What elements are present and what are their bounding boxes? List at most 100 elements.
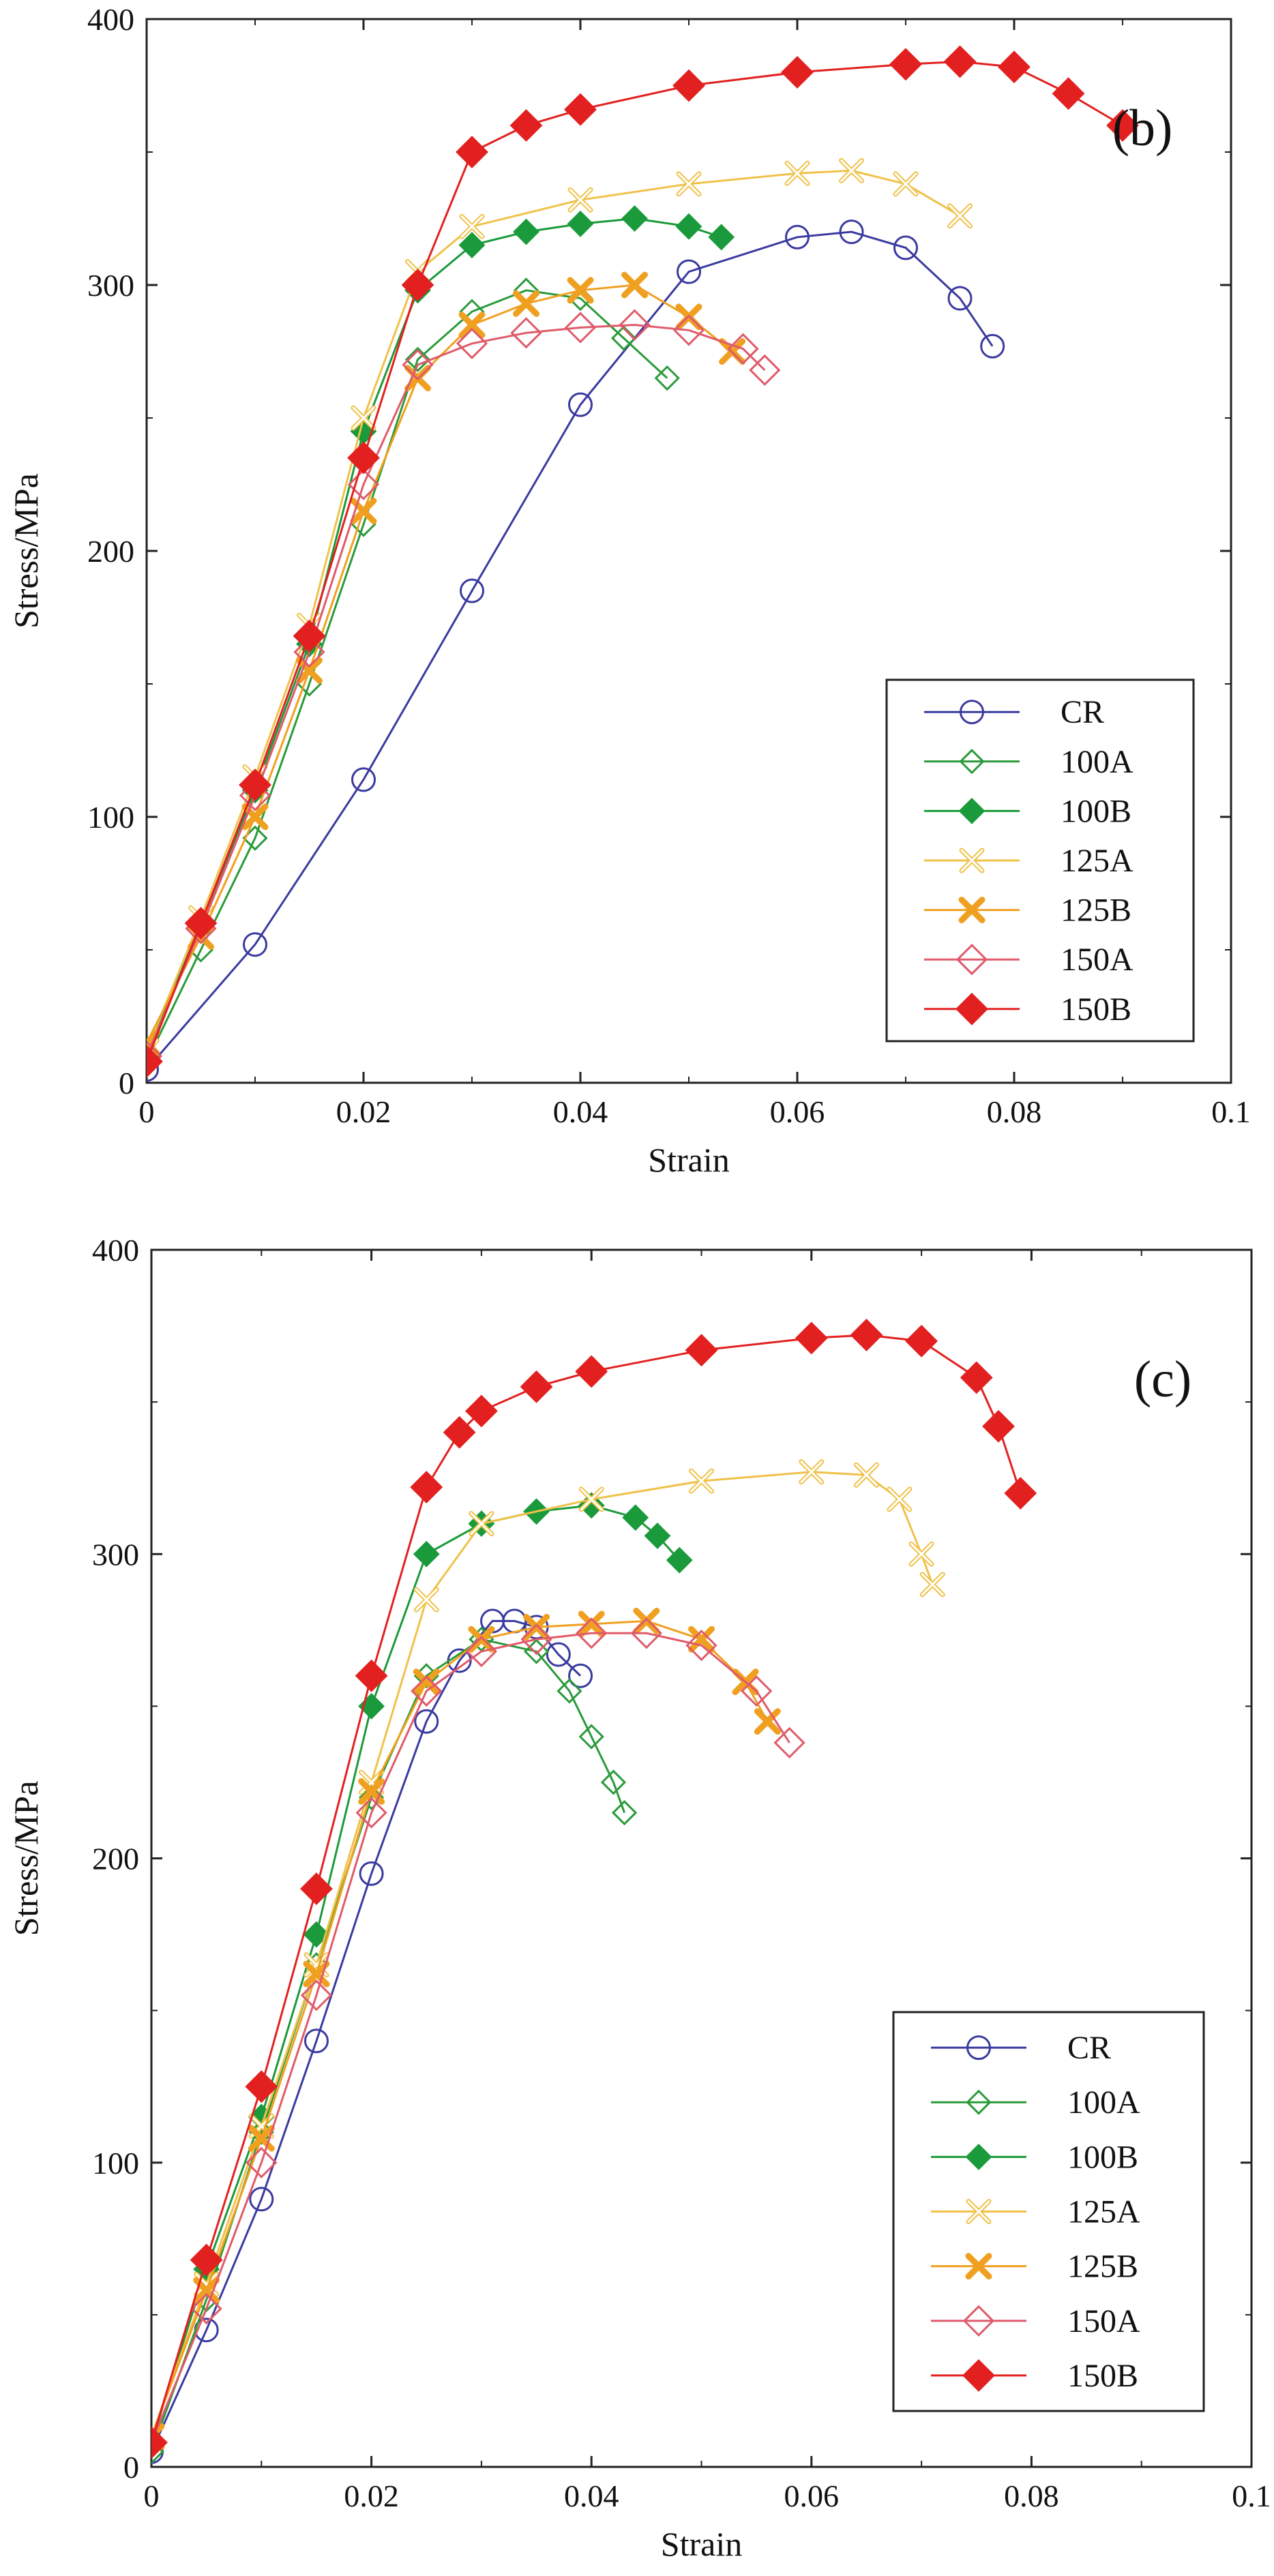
series-150a-point <box>147 1040 163 1073</box>
series-125a-point-inner <box>910 1542 933 1566</box>
series-100a-line <box>151 1638 626 2453</box>
series-150a-point <box>773 1726 805 1759</box>
legend-item: CR <box>931 2030 1111 2066</box>
y-tick-label: 400 <box>87 2 134 37</box>
y-axis-title: Stress/MPa <box>7 473 45 629</box>
y-tick-label: 300 <box>87 268 134 303</box>
series-100b-point <box>513 218 539 245</box>
series-150b-point <box>781 56 814 89</box>
legend-item: 125A <box>924 843 1134 879</box>
series-100a-point <box>600 1769 627 1795</box>
legend-item: 100A <box>931 2084 1140 2121</box>
plot-area <box>151 1319 1037 2465</box>
series-125b <box>151 1607 781 2450</box>
legend-marker-inner <box>967 2200 990 2223</box>
series-cr-point <box>839 220 864 244</box>
series-150a-point <box>520 1623 552 1656</box>
series-150b-point <box>1106 109 1139 142</box>
series-cr-point <box>568 392 593 417</box>
series-cr-line <box>151 1619 582 2453</box>
series-150a-point <box>411 1675 443 1707</box>
series-150b-point <box>151 2426 168 2459</box>
series-125a-point-inner <box>800 1461 823 1484</box>
panel-label: (c) <box>1134 1351 1191 1408</box>
series-150b-point <box>982 1409 1015 1443</box>
series-100b-point <box>675 213 702 240</box>
series-100a-point <box>654 365 680 391</box>
series-150b-point <box>245 2070 278 2103</box>
series-150a-point <box>293 636 325 668</box>
series-150b-line <box>147 60 1123 1062</box>
series-150b-point <box>509 109 543 142</box>
series-150a-point <box>402 348 434 381</box>
series-125a-point-inner <box>894 173 917 196</box>
series-100b-line <box>151 1504 681 2443</box>
series-125a-line <box>147 169 961 1051</box>
series-150a-point <box>456 327 488 359</box>
y-tick-label: 0 <box>119 1066 134 1100</box>
series-cr-point <box>303 2028 329 2054</box>
series-125b-point <box>688 1626 715 1653</box>
x-tick-label: 0.1 <box>1211 1094 1251 1129</box>
series-150a-point <box>355 1797 387 1829</box>
series-150b-point <box>672 69 705 102</box>
chart-panel-c: 0 0.02 0.04 0.06 0.08 0.1 0 100 200 300 400 Strain S… <box>7 1233 1271 2563</box>
series-125b-point <box>458 312 486 338</box>
legend-label: 100B <box>1067 2139 1138 2175</box>
series-150a-point <box>741 1675 773 1707</box>
series-125a-point-inner <box>855 1463 878 1486</box>
x-tick-label: 0.04 <box>553 1094 608 1129</box>
series-150b-point <box>1052 77 1085 110</box>
legend-item: 100B <box>924 793 1131 829</box>
series-150b-point <box>401 269 434 301</box>
y-tick-label: 200 <box>87 534 134 569</box>
x-tick-label: 0 <box>144 2478 160 2513</box>
series-cr-point <box>785 224 810 250</box>
series-150b-point <box>410 1471 443 1503</box>
series-125a-point-inner <box>360 1771 383 1794</box>
series-125a-point-inner <box>888 1488 911 1511</box>
legend: CR 100A 100B 125A 125B 150A 150B <box>892 2011 1205 2412</box>
series-150a-point <box>749 354 781 386</box>
series-150a-line <box>147 323 766 1057</box>
series-150a-point <box>246 2146 278 2178</box>
legend-marker <box>966 2089 992 2115</box>
legend-item: 150B <box>931 2358 1138 2394</box>
legend: CR 100A 100B 125A 125B 150A 150B <box>885 678 1195 1043</box>
series-100b-point <box>708 224 735 251</box>
series-125a-point-inner <box>569 188 592 211</box>
legend-label: 125B <box>1067 2249 1138 2285</box>
series-150b <box>151 1319 1037 2459</box>
series-100b-point <box>622 1504 649 1531</box>
series-100a-point <box>611 1799 638 1826</box>
series-150b-point <box>575 1355 608 1388</box>
series-150a-point <box>510 317 542 349</box>
legend-marker <box>956 992 988 1025</box>
x-axis-title: Strain <box>648 1141 729 1179</box>
legend-label: 125B <box>1061 893 1131 929</box>
series-100a-point <box>578 1724 604 1750</box>
series-150b-point <box>456 136 488 168</box>
series-150b-point <box>943 45 977 78</box>
series-150b-point <box>685 1334 718 1367</box>
series-150b-point <box>347 441 380 475</box>
legend-label: 125A <box>1067 2194 1140 2230</box>
legend-label: CR <box>1067 2030 1111 2066</box>
x-tick-label: 0.04 <box>564 2478 619 2513</box>
legend-item: 100A <box>924 744 1134 780</box>
series-125b-point <box>523 1613 550 1641</box>
series-cr-point <box>243 932 267 957</box>
series-150a <box>147 309 781 1073</box>
series-125b-point <box>754 1708 781 1735</box>
legend-marker-inner <box>960 849 983 872</box>
series-150b-point <box>355 1659 388 1692</box>
series-150b-point <box>905 1324 938 1358</box>
series-150b-point <box>564 93 597 126</box>
series-150a-point <box>576 1617 608 1649</box>
series-125a-point-inner <box>677 173 700 196</box>
series-cr-point <box>359 1861 384 1886</box>
series-125b-point <box>296 657 323 684</box>
series-150a-point <box>619 309 651 341</box>
series-150b-point <box>795 1321 828 1355</box>
